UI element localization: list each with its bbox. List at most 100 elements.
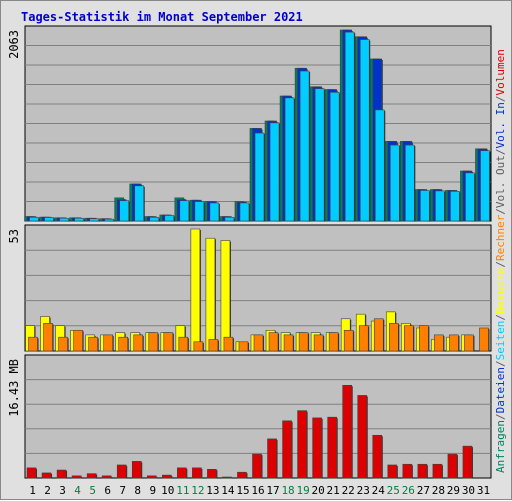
legend-item: Anfragen [494,420,507,473]
bar-seiten [209,202,220,222]
bar-rechner [419,325,429,352]
bar-rechner [163,332,174,352]
bar-volumen [116,464,127,479]
bar-volumen [237,471,247,479]
max-label-volume: 16.43 MB [7,359,21,417]
bar-seiten [74,217,84,222]
bar-rechner [479,327,489,352]
bar-volumen [222,476,232,479]
bar-seiten [299,70,310,222]
bar-volumen [267,438,277,479]
x-tick-label: 20 [312,484,325,497]
x-tick-label: 9 [149,484,156,497]
legend-item: Dateien [494,367,507,413]
x-tick-label: 31 [477,484,490,497]
bar-rechner [358,325,369,352]
bar-volumen [131,461,142,479]
bar-seiten [435,190,445,222]
bar-rechner [193,341,204,352]
bar-rechner [58,336,68,352]
bar-seiten [119,200,130,222]
bar-volumen [192,467,202,479]
x-tick-label: 26 [402,484,415,497]
bar-seiten [374,109,385,222]
bar-seiten [284,97,295,222]
bar-seiten [389,144,400,222]
x-tick-label: 3 [59,484,66,497]
bar-volumen [312,417,322,479]
bar-seiten [44,217,54,222]
bar-rechner [208,339,219,352]
bar-volumen [146,475,157,479]
x-tick-label: 18 [281,484,294,497]
bar-volumen [387,464,398,479]
x-tick-label: 30 [462,484,475,497]
bar-volumen [41,472,52,479]
x-tick-label: 8 [134,484,141,497]
bar-seiten [269,122,280,222]
bar-volumen [357,395,368,479]
x-tick-label: 19 [296,484,309,497]
bar-volumen [327,416,337,479]
x-tick-label: 10 [161,484,174,497]
bar-rechner [404,325,414,352]
chart-title: Tages-Statistik im Monat September 2021 [21,10,303,24]
bar-rechner [28,336,38,352]
x-tick-label: 25 [387,484,400,497]
x-tick-label: 2 [44,484,51,497]
bar-besuche [205,237,216,352]
legend-item: Rechner [494,214,507,261]
bar-rechner [328,332,339,352]
bar-seiten [104,218,114,222]
bar-rechner [253,334,264,352]
bar-rechner [464,334,474,352]
bar-rechner [238,341,249,352]
bar-volumen [447,453,458,479]
bar-volumen [432,463,443,479]
bar-rechner [223,336,234,352]
bar-volumen [86,473,97,479]
x-tick-label: 12 [191,484,204,497]
bar-volumen [297,410,307,479]
bar-volumen [177,467,187,479]
bar-seiten [149,216,160,222]
x-tick-label: 7 [119,484,126,497]
bar-volumen [372,434,383,479]
x-tick-label: 24 [372,484,386,497]
bar-rechner [103,334,113,352]
x-tick-label: 17 [266,484,279,497]
bar-seiten [420,190,430,222]
bar-rechner [313,334,324,352]
bar-volumen [71,475,82,479]
legend-item: / [494,413,507,420]
legend-item: Vol. In [494,102,507,148]
bar-rechner [88,336,98,352]
legend-item: Besuche [494,268,507,314]
bar-seiten [450,191,460,222]
legend-item: / [494,261,507,268]
x-tick-label: 14 [221,484,235,497]
legend-item: Volumen [494,49,507,95]
bar-seiten [344,31,355,222]
x-tick-label: 11 [176,484,189,497]
bar-rechner [178,336,189,352]
bar-volumen [162,474,172,479]
x-tick-label: 22 [342,484,355,497]
x-tick-label: 16 [251,484,264,497]
bar-volumen [101,475,112,479]
bar-rechner [43,323,53,352]
right-legend: Anfragen/Dateien/Seiten/Besuche/Rechner/… [494,49,507,473]
bar-rechner [283,334,294,352]
bar-rechner [388,323,399,352]
x-tick-label: 21 [327,484,340,497]
x-tick-label: 27 [417,484,430,497]
bar-seiten [480,150,490,222]
bar-seiten [164,215,175,222]
bar-seiten [359,39,370,222]
bar-besuche [190,228,201,352]
x-tick-label: 1 [29,484,36,497]
bar-rechner [133,334,144,352]
bar-volumen [342,384,352,479]
bar-seiten [314,88,325,222]
